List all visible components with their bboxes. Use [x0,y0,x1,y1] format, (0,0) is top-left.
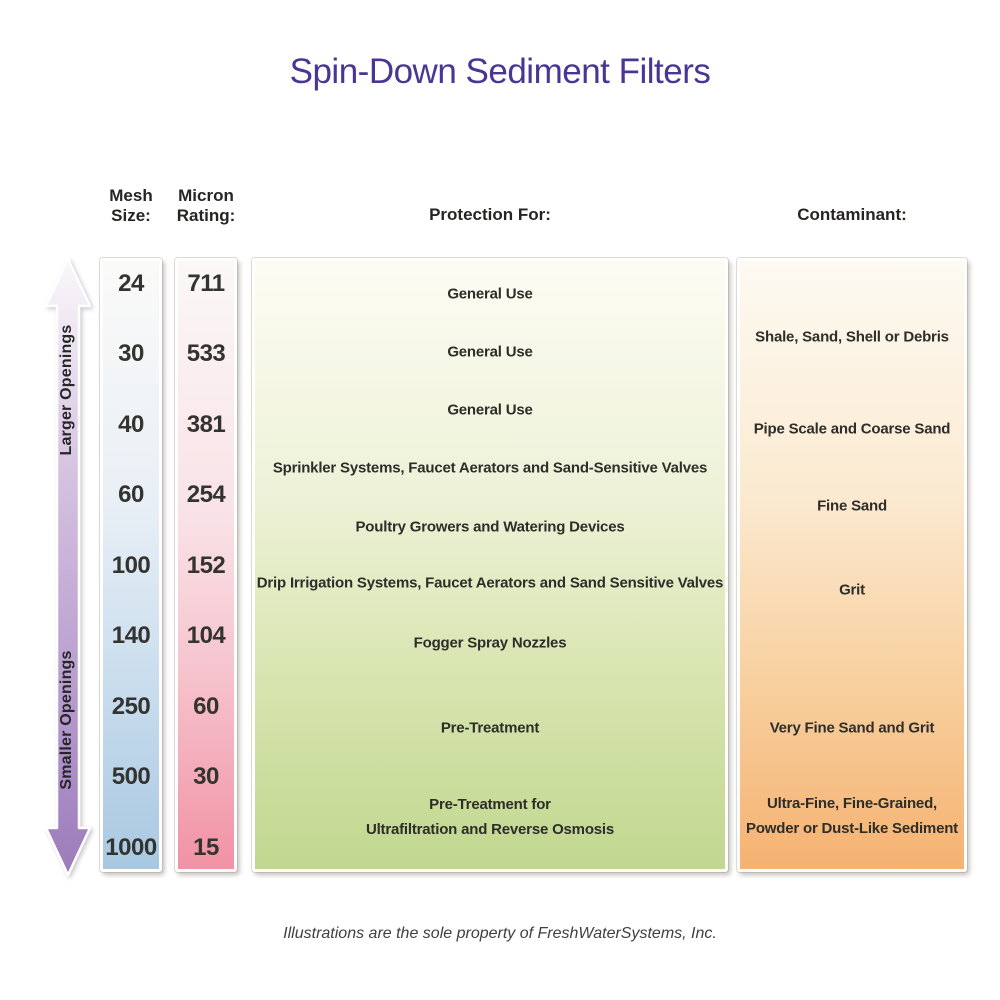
micron-value: 152 [186,552,226,579]
protection-item: Pre-Treatment [440,719,540,737]
mesh-size-header: Mesh Size: [109,186,153,225]
contaminant-item: Very Fine Sand and Grit [769,719,935,737]
contaminant-item: Shale, Sand, Shell or Debris [755,328,949,346]
contaminant-panel: Shale, Sand, Shell or Debris Pipe Scale a… [737,258,967,872]
micron-value: 711 [187,270,225,297]
protection-item: Poultry Growers and Watering Devices [355,518,625,536]
mesh-value: 1000 [105,834,157,861]
mesh-value: 24 [118,270,144,297]
page-title: Spin-Down Sediment Filters [289,52,711,91]
mesh-value: 40 [118,411,144,438]
mesh-value: 60 [118,481,144,508]
mesh-value: 100 [111,552,151,579]
contaminant-item: Pipe Scale and Coarse Sand [753,420,951,438]
copyright-note: Illustrations are the sole property of F… [283,925,717,942]
protection-for-panel: General Use General Use General Use Sprinkl… [252,258,728,872]
protection-item: General Use [447,401,533,419]
smaller-openings-label: Smaller Openings [58,650,75,790]
micron-value: 104 [186,622,226,649]
protection-item: General Use [447,343,533,361]
contaminant-item: Ultra-Fine, Fine-Grained, Powder or Dust… [746,795,958,837]
contaminant-header: Contaminant: [797,205,907,224]
micron-value: 15 [193,834,219,861]
protection-for-header: Protection For: [429,205,551,224]
mesh-value: 500 [111,763,151,790]
micron-value: 30 [193,763,219,790]
protection-item: Pre-Treatment for Ultrafiltration and Re… [365,796,615,838]
larger-openings-label: Larger Openings [58,324,75,456]
openings-double-arrow-icon [44,257,92,877]
protection-item: General Use [447,285,533,303]
mesh-value: 140 [111,622,151,649]
mesh-value: 30 [118,340,144,367]
contaminant-item: Fine Sand [817,497,887,515]
protection-item: Fogger Spray Nozzles [413,634,567,652]
micron-value: 381 [186,411,226,438]
micron-rating-column: 711 533 381 254 152 104 60 30 15 [175,258,237,872]
micron-value: 533 [186,340,226,367]
protection-item: Drip Irrigation Systems, Faucet Aerators… [256,574,724,592]
protection-item: Sprinkler Systems, Faucet Aerators and S… [272,459,708,477]
micron-value: 254 [186,481,226,508]
contaminant-item: Grit [839,581,865,599]
mesh-size-column: 24 30 40 60 100 140 250 500 1000 [100,258,162,872]
micron-rating-header: Micron Rating: [176,186,236,225]
mesh-value: 250 [111,693,151,720]
micron-value: 60 [193,693,219,720]
